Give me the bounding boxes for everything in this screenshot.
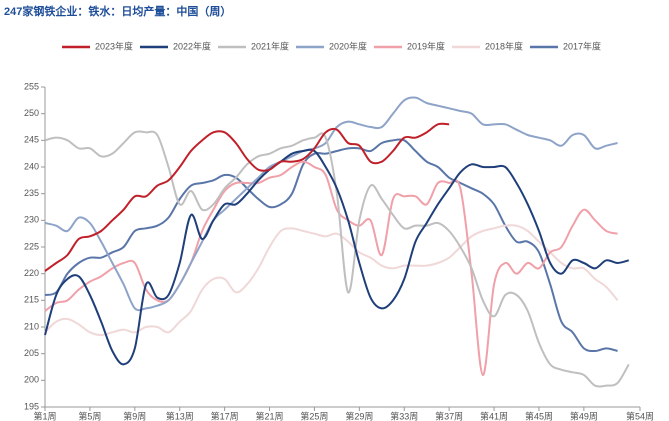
x-tick-label: 第37周 [435, 410, 463, 421]
series-line [44, 130, 630, 388]
x-tick-label: 第5周 [78, 410, 101, 421]
legend-label: 2020年度 [329, 40, 367, 51]
x-tick-label: 第1周 [33, 410, 56, 421]
y-tick-label: 225 [24, 241, 39, 251]
y-tick-label: 230 [24, 215, 39, 225]
x-tick-label: 第45周 [525, 410, 553, 421]
legend-label: 2018年度 [485, 40, 523, 51]
x-tick-label: 第9周 [123, 410, 146, 421]
y-tick-label: 195 [24, 401, 39, 411]
legend-label: 2021年度 [251, 40, 289, 51]
x-tick-label: 第29周 [345, 410, 373, 421]
y-tick-label: 250 [24, 108, 39, 118]
y-tick-label: 240 [24, 161, 39, 171]
legend-label: 2023年度 [95, 40, 133, 51]
series-line [44, 160, 618, 377]
x-tick-label: 第25周 [300, 410, 328, 421]
series-line [44, 138, 618, 353]
x-tick-label: 第41周 [480, 410, 508, 421]
y-tick-label: 220 [24, 268, 39, 278]
series-line [44, 122, 450, 272]
chart-title: 247家钢铁企业：铁水：日均产量：中国（周） [4, 4, 231, 18]
x-tick-label: 第17周 [211, 410, 239, 421]
y-tick-label: 255 [24, 81, 39, 91]
legend-label: 2017年度 [563, 40, 601, 51]
legend-label: 2019年度 [407, 40, 445, 51]
y-tick-label: 245 [24, 135, 39, 145]
y-tick-label: 215 [24, 295, 39, 305]
x-tick-label: 第49周 [570, 410, 598, 421]
x-tick-label: 第54周 [626, 410, 654, 421]
x-tick-label: 第21周 [256, 410, 284, 421]
series-line [44, 148, 630, 366]
y-tick-label: 210 [24, 321, 39, 331]
legend-label: 2022年度 [173, 40, 211, 51]
x-tick-label: 第33周 [390, 410, 418, 421]
series-line [44, 224, 619, 336]
y-tick-label: 235 [24, 188, 39, 198]
y-tick-label: 205 [24, 348, 39, 358]
x-tick-label: 第13周 [166, 410, 194, 421]
y-tick-label: 200 [24, 375, 39, 385]
